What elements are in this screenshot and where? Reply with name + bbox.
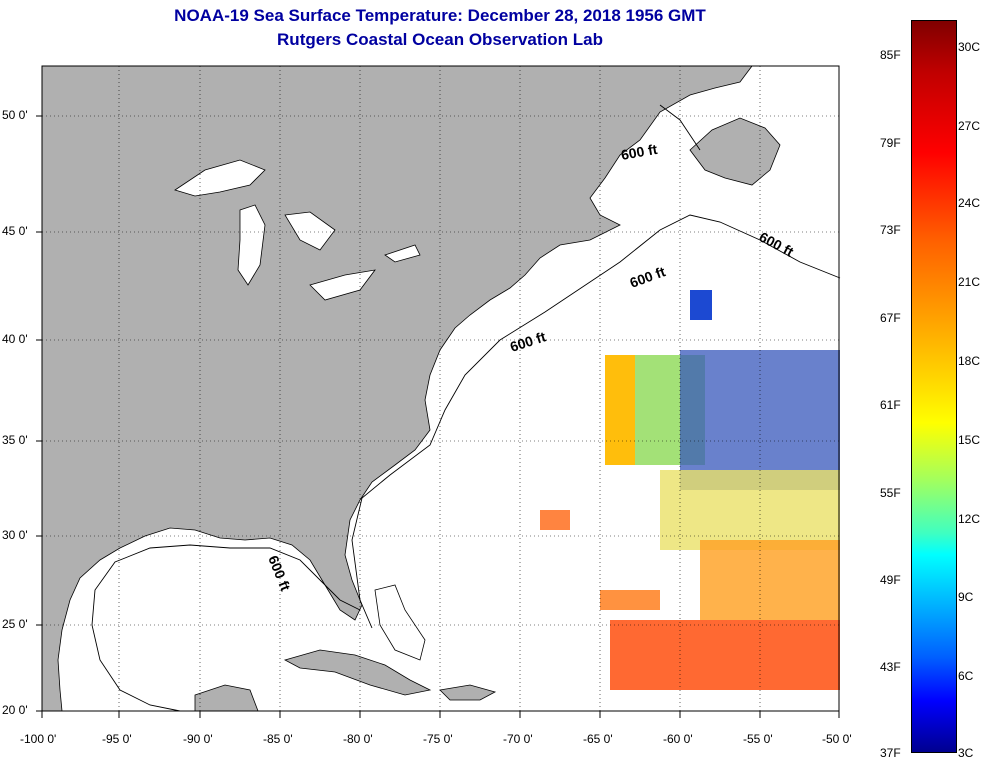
colorbar-c-label: 18C [958,354,981,368]
colorbar-f-label: 61F [880,398,901,412]
temperature-colorbar [911,20,957,753]
colorbar-f-label: 55F [880,486,901,500]
lat-label: 50 0' [2,108,28,122]
colorbar-f-label: 73F [880,223,901,237]
sst-patch-north [690,290,712,320]
great-lakes [174,159,421,301]
land-cuba [283,649,432,696]
bahamas-shelf [374,584,426,661]
lon-label: -90 0' [183,732,213,746]
colorbar-f-label: 67F [880,311,901,325]
land-north-america [41,65,753,712]
colorbar-c-label: 15C [958,433,981,447]
axis-ticks [36,115,840,718]
colorbar-f-label: 37F [880,746,901,760]
colorbar-c-label: 6C [958,669,974,683]
lon-label: -50 0' [822,732,852,746]
lat-label: 25 0' [2,617,28,631]
sst-patch-warm [700,540,840,620]
lon-label: -55 0' [743,732,773,746]
map-title: NOAA-19 Sea Surface Temperature: Decembe… [174,6,706,25]
land-yucatan [194,684,259,712]
sst-patch-hot [610,620,840,690]
lon-label: -85 0' [263,732,293,746]
land-hispaniola [439,684,497,701]
colorbar-c-label: 3C [958,746,974,760]
lon-label: -70 0' [503,732,533,746]
colorbar-c-label: 21C [958,275,981,289]
colorbar-c-label: 9C [958,590,974,604]
lon-label: -60 0' [663,732,693,746]
depth-contour-600ft [91,104,841,712]
colorbar-c-label: 24C [958,196,981,210]
lat-label: 45 0' [2,224,28,238]
colorbar-c-label: 27C [958,119,981,133]
colorbar-f-label: 85F [880,48,901,62]
sst-patch-gulfstream [605,355,635,465]
lon-label: -100 0' [20,732,57,746]
lat-label: 30 0' [2,528,28,542]
map-subtitle: Rutgers Coastal Ocean Observation Lab [277,30,603,49]
sst-patch-south [600,590,660,610]
lat-label: 40 0' [2,332,28,346]
colorbar-f-label: 43F [880,660,901,674]
contour-label: 600 ft [620,141,659,163]
lat-label: 35 0' [2,433,28,447]
colorbar-f-label: 79F [880,136,901,150]
sst-patch-mid [660,470,840,550]
colorbar-c-label: 30C [958,40,981,54]
lon-label: -75 0' [423,732,453,746]
colorbar-f-label: 49F [880,573,901,587]
lat-label: 20 0' [2,703,28,717]
lon-label: -95 0' [102,732,132,746]
graticule [42,66,839,711]
lon-label: -80 0' [343,732,373,746]
sst-patch-west [540,510,570,530]
land-newfoundland [689,117,781,186]
colorbar-c-label: 12C [958,512,981,526]
lon-label: -65 0' [583,732,613,746]
